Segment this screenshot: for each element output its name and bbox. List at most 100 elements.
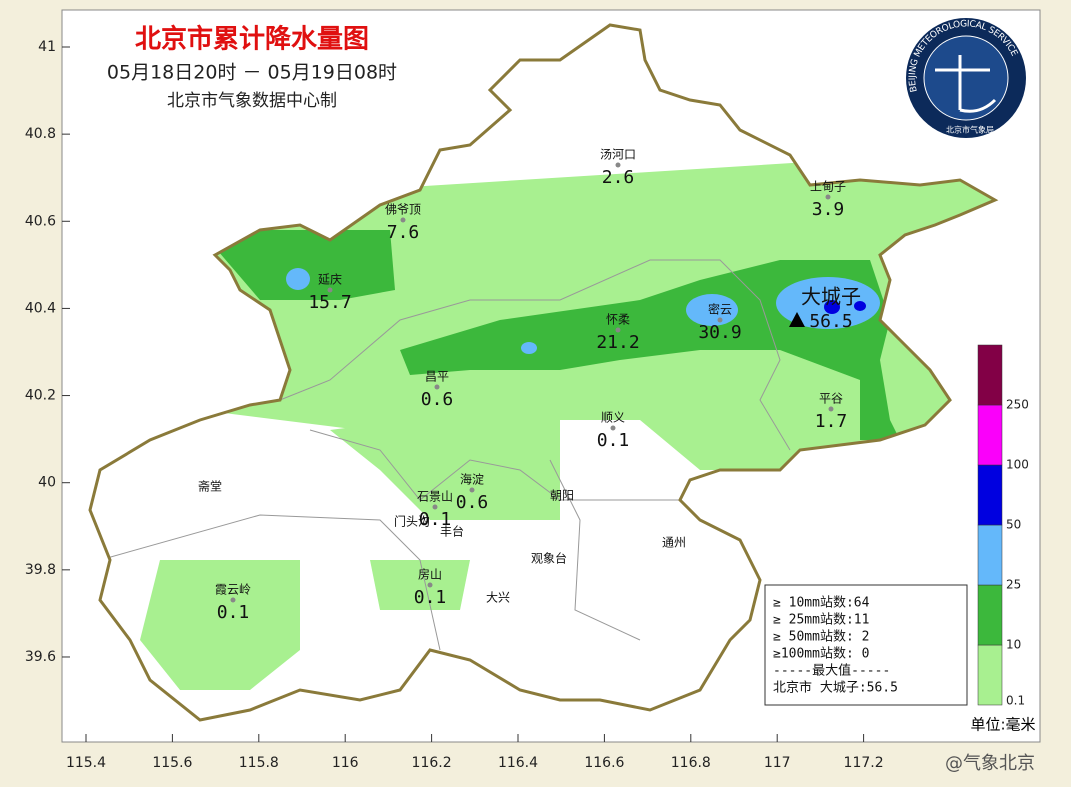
place-name: 通州 (662, 536, 686, 550)
station-name: 大城子 (801, 285, 861, 309)
area-light (330, 400, 560, 520)
station-value: 0.6 (421, 389, 454, 410)
unit-label: 单位:毫米 (970, 716, 1035, 734)
station-marker (432, 504, 438, 510)
station-value: 7.6 (387, 222, 420, 243)
area-green (400, 260, 900, 440)
area-light (140, 560, 300, 690)
area-darkblue (854, 301, 866, 311)
stats-box (764, 584, 968, 706)
lat-tick-label: 39.6 (25, 649, 56, 665)
station-value: 3.9 (812, 199, 845, 220)
station-marker (400, 217, 406, 223)
station-marker (615, 327, 621, 333)
lon-tick-label: 116.2 (412, 755, 452, 771)
area-light (370, 560, 470, 610)
colorbar-band (977, 344, 1003, 406)
lon-tick-label: 116.6 (584, 755, 624, 771)
lon-tick-label: 117 (764, 755, 791, 771)
station-value: 0.6 (456, 492, 489, 513)
station-value: 21.2 (596, 332, 639, 353)
station-marker (434, 384, 440, 390)
station-value: 0.1 (597, 430, 630, 451)
colorbar-label: 250 (1006, 398, 1029, 412)
station-marker (825, 194, 831, 200)
district-border (99, 514, 441, 651)
logo-agency: 北京市气象局 (946, 125, 994, 135)
station-value: 15.7 (308, 292, 351, 313)
station-name: 平谷 (819, 392, 843, 406)
station-value: 0.1 (217, 602, 250, 623)
colorbar-band (977, 524, 1003, 586)
station-marker (427, 582, 433, 588)
lon-tick-label: 115.4 (66, 755, 106, 771)
area-darkblue (824, 300, 840, 314)
lon-tick-label: 116.8 (671, 755, 711, 771)
lon-tick-label: 115.8 (239, 755, 279, 771)
station-marker (789, 312, 805, 327)
station-name: 佛爷顶 (385, 203, 421, 217)
lat-tick-label: 41 (38, 39, 56, 55)
district-border (549, 459, 641, 641)
station-value: 0.1 (419, 509, 452, 530)
station-name: 海淀 (460, 472, 484, 487)
place-name: 朝阳 (550, 489, 574, 503)
district-border (309, 429, 680, 501)
district-border (279, 259, 791, 451)
lat-tick-label: 39.8 (25, 562, 56, 578)
stat-line: ≥100mm站数: 0 (773, 647, 869, 662)
colorbar-band (977, 404, 1003, 466)
lon-tick-label: 117.2 (844, 755, 884, 771)
colorbar-label: 50 (1006, 518, 1021, 532)
station-value: 0.1 (414, 587, 447, 608)
colorbar-label: 100 (1006, 458, 1029, 472)
place-name: 观象台 (531, 551, 567, 566)
place-name: 大兴 (486, 591, 510, 605)
colorbar-band (977, 464, 1003, 526)
station-value: 30.9 (698, 322, 741, 343)
colorbar-band (977, 584, 1003, 646)
lat-tick-label: 40.8 (25, 126, 56, 142)
station-name: 密云 (708, 302, 732, 317)
watermark: @气象北京 (945, 753, 1035, 774)
lon-tick-label: 116 (332, 755, 359, 771)
stat-line: ≥ 10mm站数:64 (773, 596, 870, 611)
station-marker (230, 597, 236, 603)
lon-tick-label: 116.4 (498, 755, 538, 771)
station-marker (615, 162, 621, 168)
lon-tick-label: 115.6 (152, 755, 192, 771)
stat-line: 北京市 大城子:56.5 (773, 680, 898, 696)
place-name: 丰台 (440, 524, 464, 539)
title: 北京市累计降水量图 (135, 24, 369, 55)
colorbar-band (977, 644, 1003, 706)
station-name: 汤河口 (600, 148, 636, 162)
colorbar-label: 25 (1006, 578, 1021, 592)
station-marker (717, 317, 723, 323)
lat-tick-label: 40.4 (25, 300, 56, 316)
lat-tick-label: 40.2 (25, 388, 56, 404)
station-marker (610, 425, 616, 431)
area-blue (521, 342, 537, 354)
place-name: 门头沟 (394, 514, 430, 529)
station-name: 房山 (418, 567, 442, 582)
stat-line: -----最大值----- (773, 663, 890, 679)
station-value: 2.6 (602, 167, 635, 188)
station-name: 上甸子 (810, 180, 846, 194)
station-name: 怀柔 (606, 313, 630, 327)
stat-line: ≥ 25mm站数:11 (773, 613, 869, 628)
lat-tick-label: 40.6 (25, 213, 56, 229)
station-name: 顺义 (601, 411, 625, 425)
period: 05月18日20时 － 05月19日08时 (107, 62, 397, 84)
station-name: 昌平 (425, 370, 449, 384)
area-green (200, 230, 395, 300)
area-blue (686, 294, 738, 326)
colorbar-label: 0.1 (1006, 694, 1025, 708)
station-value: 56.5 (809, 311, 852, 332)
area-blue (286, 268, 310, 290)
credit: 北京市气象数据中心制 (167, 91, 337, 111)
stat-line: ≥ 50mm站数: 2 (773, 630, 869, 645)
station-marker (828, 406, 834, 412)
station-name: 延庆 (318, 273, 342, 287)
station-name: 霞云岭 (215, 583, 251, 597)
